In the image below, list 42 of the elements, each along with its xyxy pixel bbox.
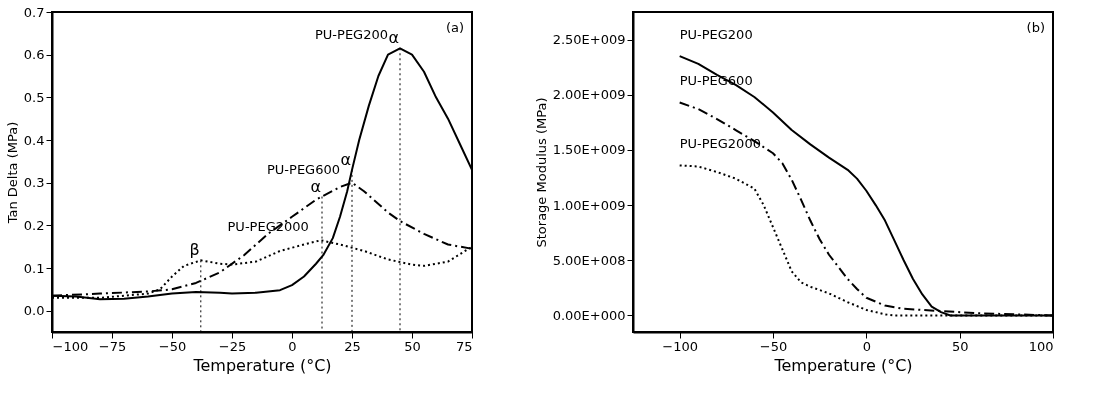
x-tick-label: −100 (662, 338, 699, 354)
series-label: PU-PEG2000 (227, 219, 309, 235)
y-tick-label: 0.4 (23, 132, 45, 148)
y-tick-label: 0.0 (23, 303, 45, 319)
x-tick-label: −50 (759, 338, 788, 354)
y-tick-label: 2.00E+009 (552, 87, 626, 103)
ref-line-label: β (189, 240, 200, 260)
series-label: PU-PEG600 (267, 161, 340, 177)
x-tick-label: 100 (1028, 338, 1054, 354)
y-axis-title: Storage Modulus (MPa) (533, 97, 549, 248)
y-tick-label: 2.50E+009 (552, 32, 626, 48)
x-tick-label: 50 (404, 338, 421, 354)
x-tick-label: −75 (98, 338, 127, 354)
y-tick-label: 0.00E+000 (552, 307, 626, 323)
x-tick-label: −25 (218, 338, 247, 354)
x-axis-title: Temperature (°C) (773, 355, 913, 375)
ref-line-label: α (310, 176, 321, 196)
y-tick-label: 0.5 (23, 89, 45, 105)
y-tick-label: 1.00E+009 (552, 197, 626, 213)
y-tick-label: 5.00E+008 (552, 252, 626, 268)
x-tick-label: −50 (158, 338, 187, 354)
y-tick-label: 0.7 (23, 4, 45, 20)
x-axis-title: Temperature (°C) (192, 355, 332, 375)
annotation: (b) (1026, 20, 1045, 35)
ref-line-label: α (340, 149, 351, 169)
series-label: PU-PEG200 (315, 27, 388, 43)
series-label: PU-PEG200 (679, 27, 753, 43)
y-tick-label: 0.1 (23, 260, 45, 276)
x-tick-label: 0 (862, 338, 871, 354)
y-tick-label: 1.50E+009 (552, 142, 626, 158)
y-tick-label: 0.2 (23, 217, 45, 233)
y-axis-title: Tan Delta (MPa) (4, 121, 20, 225)
x-tick-label: −100 (52, 338, 89, 354)
y-tick-label: 0.3 (23, 175, 45, 191)
series-label: PU-PEG2000 (679, 136, 761, 152)
x-tick-label: 50 (951, 338, 969, 354)
x-tick-label: 0 (288, 338, 297, 354)
y-tick-label: 0.6 (23, 47, 45, 63)
x-tick-label: 75 (455, 338, 473, 354)
x-tick-label: 25 (344, 338, 361, 354)
annotation: (a) (445, 20, 464, 35)
ref-line-label: α (388, 28, 399, 48)
